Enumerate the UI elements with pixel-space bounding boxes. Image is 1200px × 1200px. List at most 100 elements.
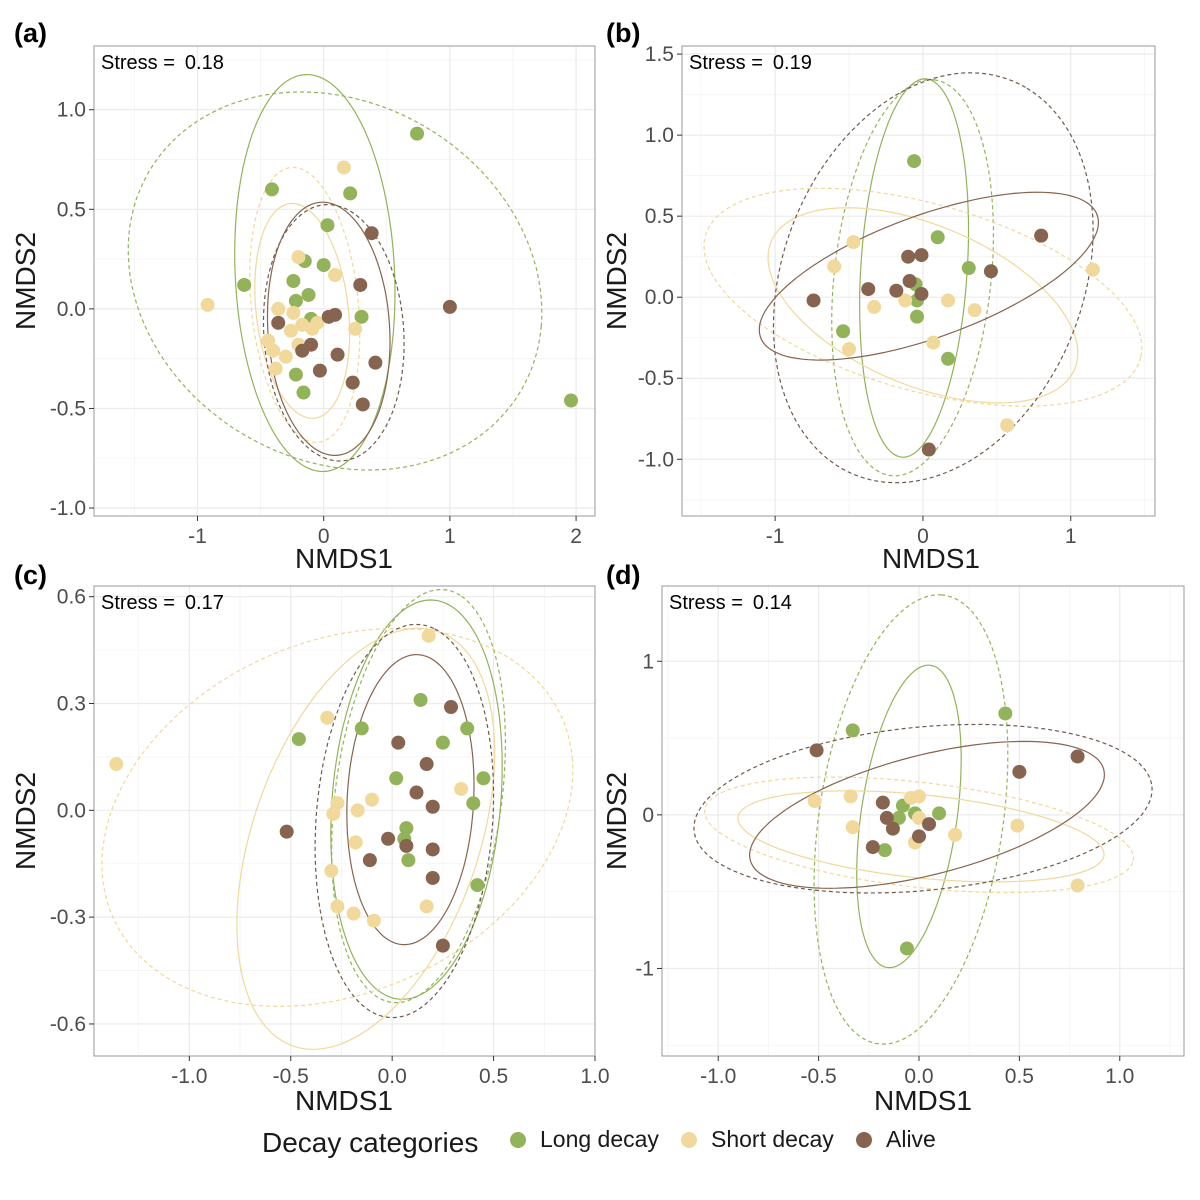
panel-label: (c) <box>14 560 47 590</box>
y-axis-title: NMDS2 <box>601 232 632 330</box>
point-alive <box>442 299 457 314</box>
x-tick-label: 0 <box>917 525 929 548</box>
point-short-decay <box>1070 878 1085 893</box>
point-short-decay <box>898 293 913 308</box>
point-short-decay <box>421 628 436 643</box>
point-long-decay <box>288 367 303 382</box>
ellipse-short-decay-solid <box>767 207 1079 404</box>
ellipse-short-decay-dashed <box>101 627 574 1008</box>
y-tick-label: -1.0 <box>50 497 86 520</box>
panel-c: -1.0 -0.5 0.0 0.5 1.0 -0.6 -0.3 0.0 0.3 0.6 NMDS1 N… <box>10 560 610 1116</box>
gridlines <box>94 586 595 1056</box>
y-tick-label: -0.3 <box>50 906 86 929</box>
point-short-decay <box>364 792 379 807</box>
point-alive <box>368 355 383 370</box>
legend-label-short-decay: Short decay <box>711 1126 834 1152</box>
point-alive <box>355 397 370 412</box>
point-long-decay <box>413 692 428 707</box>
point-alive <box>875 795 890 810</box>
panel-b: -1 0 1 -1.0 -0.5 0.0 0.5 1.0 1.5 NMDS1 NMDS2 (b) Str… <box>601 18 1156 574</box>
y-tick-label: 1.0 <box>57 99 86 122</box>
point-alive <box>879 810 894 825</box>
ellipse-alive-dashed <box>314 623 495 1019</box>
x-tick-label: 0 <box>318 525 330 548</box>
point-alive <box>321 309 336 324</box>
point-short-decay <box>846 235 861 250</box>
point-long-decay <box>910 309 925 324</box>
y-tick-label: -1.0 <box>638 448 674 471</box>
ellipse-short-decay-dashed <box>703 776 1135 894</box>
point-alive <box>809 743 824 758</box>
gridlines <box>94 46 595 516</box>
panel-label: (d) <box>606 560 640 590</box>
x-axis-title: NMDS1 <box>874 1085 972 1116</box>
stress-annotation: Stress = 0.14 <box>669 592 792 614</box>
point-long-decay <box>264 182 279 197</box>
point-long-decay <box>564 393 579 408</box>
y-tick-label: 0 <box>642 804 654 827</box>
point-long-decay <box>907 154 922 169</box>
point-alive <box>425 799 440 814</box>
point-alive <box>921 442 936 457</box>
ellipse-long-decay-solid <box>234 73 396 473</box>
y-tick-label: -0.5 <box>50 397 86 420</box>
point-long-decay <box>930 230 945 245</box>
y-tick-label: -1 <box>635 957 654 980</box>
point-long-decay <box>399 821 414 836</box>
point-short-decay <box>320 710 335 725</box>
y-tick-label: 1.5 <box>645 43 674 66</box>
x-axis-title: NMDS1 <box>295 543 393 574</box>
panel-a: -1 0 1 2 -1.0 -0.5 0.0 0.5 1.0 NMDS1 NMDS2 (a) Stres… <box>10 18 596 574</box>
panel-d: -1.0 -0.5 0.0 0.5 1.0 -1 0 1 NMDS1 NMDS2 (d) Stress… <box>601 560 1185 1116</box>
ellipses <box>693 594 1153 1045</box>
point-long-decay <box>354 721 369 736</box>
point-long-decay <box>410 126 425 141</box>
point-long-decay <box>343 186 358 201</box>
point-long-decay <box>470 878 485 893</box>
point-alive <box>381 831 396 846</box>
point-long-decay <box>316 258 331 273</box>
points <box>807 706 1085 956</box>
points <box>109 628 491 953</box>
point-short-decay <box>109 757 124 772</box>
x-tick-label: 0.5 <box>1005 1065 1034 1088</box>
point-long-decay <box>891 810 906 825</box>
point-short-decay <box>827 259 842 274</box>
ellipse-alive-dashed <box>262 203 405 462</box>
point-short-decay <box>326 806 341 821</box>
point-alive <box>901 249 916 264</box>
point-short-decay <box>200 297 215 312</box>
points <box>806 154 1100 457</box>
ellipse-long-decay-solid <box>330 599 503 1000</box>
point-short-decay <box>283 323 298 338</box>
point-alive <box>364 226 379 241</box>
point-alive <box>391 735 406 750</box>
point-short-decay <box>305 321 320 336</box>
ellipse-alive-dashed <box>772 72 1094 484</box>
legend-label-long-decay: Long decay <box>540 1126 659 1152</box>
point-alive <box>443 700 458 715</box>
ellipse-alive-solid <box>758 191 1100 361</box>
point-alive <box>312 363 327 378</box>
point-long-decay <box>435 735 450 750</box>
point-long-decay <box>877 843 892 858</box>
point-alive <box>902 274 917 288</box>
stress-value: 0.17 <box>185 592 224 614</box>
ellipse-long-decay-solid <box>858 78 970 458</box>
panel-label: (b) <box>606 18 640 48</box>
ellipse-long-decay-solid <box>856 664 962 969</box>
point-alive <box>399 838 414 853</box>
x-tick-label: 1 <box>1065 525 1077 548</box>
y-axis-title: NMDS2 <box>10 232 41 330</box>
point-long-decay <box>296 385 311 400</box>
stress-annotation: Stress = 0.19 <box>689 52 812 74</box>
point-long-decay <box>291 732 306 747</box>
point-long-decay <box>845 723 860 738</box>
plot-border <box>93 45 596 517</box>
legend-title: Decay categories <box>262 1127 478 1158</box>
stress-value: 0.19 <box>773 52 812 74</box>
point-long-decay <box>941 351 956 366</box>
x-tick-label: 1.0 <box>1105 1065 1134 1088</box>
ellipse-long-decay-dashed <box>813 594 1009 1045</box>
